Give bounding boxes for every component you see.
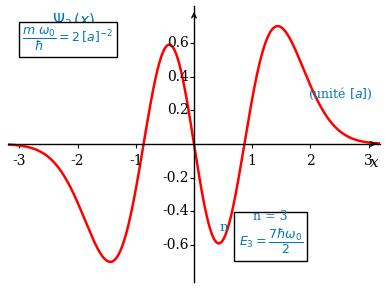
Text: x: x xyxy=(370,156,378,170)
Text: $\Psi_3\,(x)$: $\Psi_3\,(x)$ xyxy=(52,11,96,30)
Text: n = 3
$E_3 = \dfrac{7\hbar\omega_0}{2}$: n = 3 $E_3 = \dfrac{7\hbar\omega_0}{2}$ xyxy=(239,210,303,256)
Text: 2: 2 xyxy=(306,154,315,168)
Text: (unité $\mathit{[a]}$): (unité $\mathit{[a]}$) xyxy=(308,86,373,102)
Text: 3: 3 xyxy=(364,154,373,168)
Text: -0.6: -0.6 xyxy=(163,238,189,252)
Text: 0.2: 0.2 xyxy=(168,103,189,117)
Text: -2: -2 xyxy=(71,154,84,168)
Text: 1: 1 xyxy=(248,154,256,168)
Text: $\dfrac{m\ \omega_0}{\hbar} = 2\,[\mathit{a}]^{-2}$: $\dfrac{m\ \omega_0}{\hbar} = 2\,[\mathi… xyxy=(22,26,113,53)
Text: n = 3: n = 3 xyxy=(220,221,257,234)
Text: -3: -3 xyxy=(13,154,26,168)
Text: 0.6: 0.6 xyxy=(168,36,189,50)
Text: -1: -1 xyxy=(129,154,143,168)
Text: -0.2: -0.2 xyxy=(163,171,189,185)
Text: -0.4: -0.4 xyxy=(163,204,189,218)
Text: 0.4: 0.4 xyxy=(168,70,189,84)
